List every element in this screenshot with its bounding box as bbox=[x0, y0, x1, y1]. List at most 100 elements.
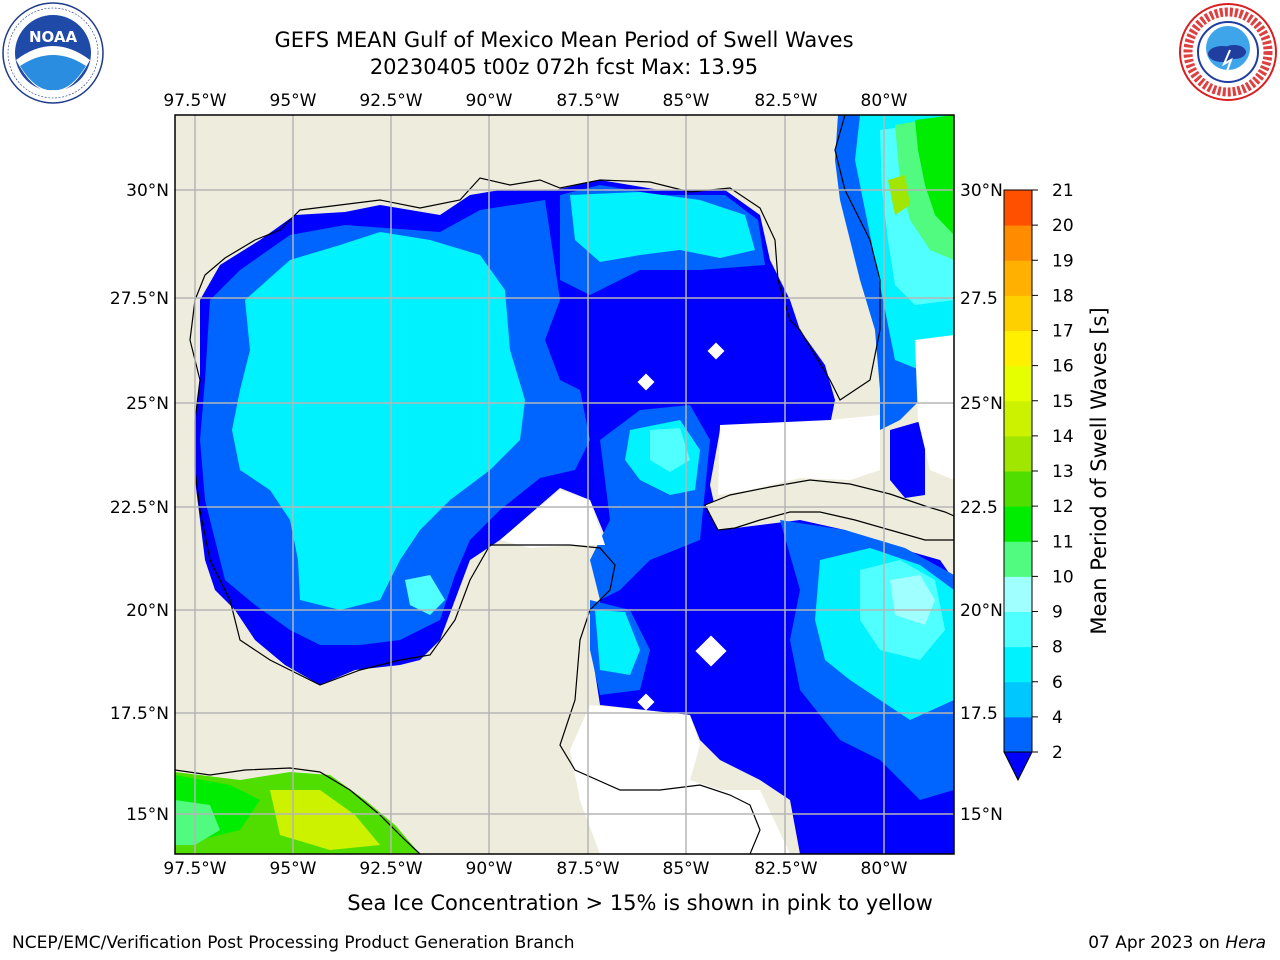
lon-label-bottom: 82.5°W bbox=[754, 859, 817, 879]
lat-label-right: 17.5 bbox=[960, 704, 998, 724]
colorbar-tick-label: 8 bbox=[1052, 638, 1063, 658]
masked-region-florida-keys bbox=[718, 415, 880, 495]
colorbar-tick-label: 6 bbox=[1052, 673, 1063, 693]
colorbar-segment bbox=[1004, 365, 1032, 402]
colorbar-segment bbox=[1004, 716, 1032, 753]
lat-label-left: 30°N bbox=[126, 181, 169, 201]
colorbar-segment bbox=[1004, 681, 1032, 718]
colorbar-tick-label: 18 bbox=[1052, 286, 1074, 306]
lat-label-left: 27.5°N bbox=[110, 289, 169, 309]
gulf-water-cyan bbox=[232, 232, 525, 610]
cuba-land bbox=[704, 479, 954, 541]
colorbar-segment bbox=[1004, 295, 1032, 331]
lat-label-right: 30°N bbox=[960, 181, 1003, 201]
colorbar-tick-label: 16 bbox=[1052, 357, 1074, 377]
lon-label-top: 95°W bbox=[270, 91, 317, 111]
colorbar-segment bbox=[1004, 260, 1032, 296]
lon-label-bottom: 97.5°W bbox=[163, 859, 226, 879]
noaa-logo: NOAA bbox=[2, 2, 104, 104]
colorbar-segment bbox=[1004, 435, 1032, 472]
chart-subtitle: 20230405 t00z 072h fcst Max: 13.95 bbox=[369, 55, 759, 79]
national-weather-service-logo bbox=[1179, 3, 1277, 101]
colorbar-tick-label: 19 bbox=[1052, 251, 1074, 271]
cyan-channel bbox=[595, 610, 640, 675]
colorbar-tick-label: 21 bbox=[1052, 181, 1074, 201]
light-cyan-patch bbox=[650, 428, 690, 472]
lat-label-left: 20°N bbox=[126, 601, 169, 621]
lat-label-right: 27.5 bbox=[960, 289, 998, 309]
pacific-coastline bbox=[175, 767, 421, 854]
footer-credit: NCEP/EMC/Verification Post Processing Pr… bbox=[12, 933, 575, 953]
colorbar-label: Mean Period of Swell Waves [s] bbox=[1087, 307, 1111, 634]
colorbar-segment bbox=[1004, 225, 1032, 261]
lon-label-bottom: 92.5°W bbox=[359, 859, 422, 879]
cyan-ne-gulf bbox=[570, 192, 755, 262]
colorbar-tick-label: 14 bbox=[1052, 427, 1074, 447]
pacific-teal bbox=[175, 800, 220, 845]
colorbar-tick-label: 12 bbox=[1052, 497, 1074, 517]
colorbar-tick-label: 17 bbox=[1052, 322, 1074, 342]
colorbar-segment bbox=[1004, 611, 1032, 648]
light-cyan-west-gulf bbox=[405, 575, 445, 615]
colorbar-tick-label: 9 bbox=[1052, 603, 1063, 623]
footer-date: 07 Apr 2023 on Hera bbox=[1088, 933, 1266, 953]
colorbar-tick-label: 20 bbox=[1052, 216, 1074, 236]
svg-text:NOAA: NOAA bbox=[29, 28, 78, 46]
lon-label-top: 87.5°W bbox=[556, 91, 619, 111]
colorbar-segment bbox=[1004, 471, 1032, 507]
lat-label-left: 25°N bbox=[126, 394, 169, 414]
colorbar-extend-arrow bbox=[1003, 751, 1033, 782]
lat-label-right: 15°N bbox=[960, 805, 1003, 825]
lon-label-top: 80°W bbox=[861, 91, 908, 111]
sea-ice-caption: Sea Ice Concentration > 15% is shown in … bbox=[347, 891, 933, 915]
lat-label-right: 25°N bbox=[960, 394, 1003, 414]
colorbar-tick-label: 11 bbox=[1052, 532, 1074, 552]
colorbar-segment bbox=[1004, 646, 1032, 683]
footer-date-text: 07 Apr 2023 on bbox=[1088, 933, 1226, 953]
map-frame bbox=[174, 114, 955, 855]
lon-label-bottom: 80°W bbox=[861, 859, 908, 879]
lon-label-bottom: 95°W bbox=[270, 859, 317, 879]
colorbar-tick-label: 4 bbox=[1052, 708, 1063, 728]
colorbar-segment bbox=[1004, 400, 1032, 437]
pale-cyan-caribbean bbox=[890, 575, 935, 625]
lon-label-bottom: 85°W bbox=[663, 859, 710, 879]
colorbar-tick-label: 10 bbox=[1052, 567, 1074, 587]
lon-label-bottom: 90°W bbox=[466, 859, 513, 879]
masked-region-south-bay bbox=[500, 490, 605, 548]
masked-dot bbox=[637, 693, 655, 711]
lon-label-bottom: 87.5°W bbox=[556, 859, 619, 879]
graticule bbox=[175, 115, 954, 854]
colorbar-segment bbox=[1004, 506, 1032, 542]
masked-dot bbox=[707, 342, 725, 360]
lat-label-left: 17.5°N bbox=[110, 704, 169, 724]
lat-label-right: 20°N bbox=[960, 601, 1003, 621]
masked-region-bahamas bbox=[915, 335, 954, 480]
masked-region-central-america bbox=[570, 705, 790, 854]
pacific-yellow bbox=[270, 790, 380, 850]
masked-dot bbox=[637, 373, 655, 391]
lon-label-top: 90°W bbox=[466, 91, 513, 111]
lat-label-right: 22.5 bbox=[960, 498, 998, 518]
colorbar-segment bbox=[1004, 190, 1032, 226]
chart-title: GEFS MEAN Gulf of Mexico Mean Period of … bbox=[274, 28, 854, 52]
colorbar-tick-label: 13 bbox=[1052, 462, 1074, 482]
lon-label-top: 92.5°W bbox=[359, 91, 422, 111]
lat-label-left: 22.5°N bbox=[110, 498, 169, 518]
colorbar-tick-label: 2 bbox=[1052, 743, 1063, 763]
lon-label-top: 85°W bbox=[663, 91, 710, 111]
mexico-coastline bbox=[189, 299, 761, 854]
footer-host: Hera bbox=[1225, 933, 1266, 953]
lon-label-top: 97.5°W bbox=[163, 91, 226, 111]
atlantic-bright-green bbox=[915, 115, 954, 235]
atlantic-yellow-green bbox=[888, 175, 910, 215]
atlantic-blue-lower bbox=[890, 420, 925, 498]
map-field bbox=[175, 115, 954, 854]
colorbar: 2 4 6 8 9 10 11 12 13 14 15 16 17 18 19 20 21 bbox=[1003, 181, 1074, 782]
colorbar-segment bbox=[1004, 541, 1032, 577]
colorbar-segment bbox=[1004, 576, 1032, 612]
colorbar-segment bbox=[1004, 330, 1032, 367]
lon-label-top: 82.5°W bbox=[754, 91, 817, 111]
lat-label-left: 15°N bbox=[126, 805, 169, 825]
